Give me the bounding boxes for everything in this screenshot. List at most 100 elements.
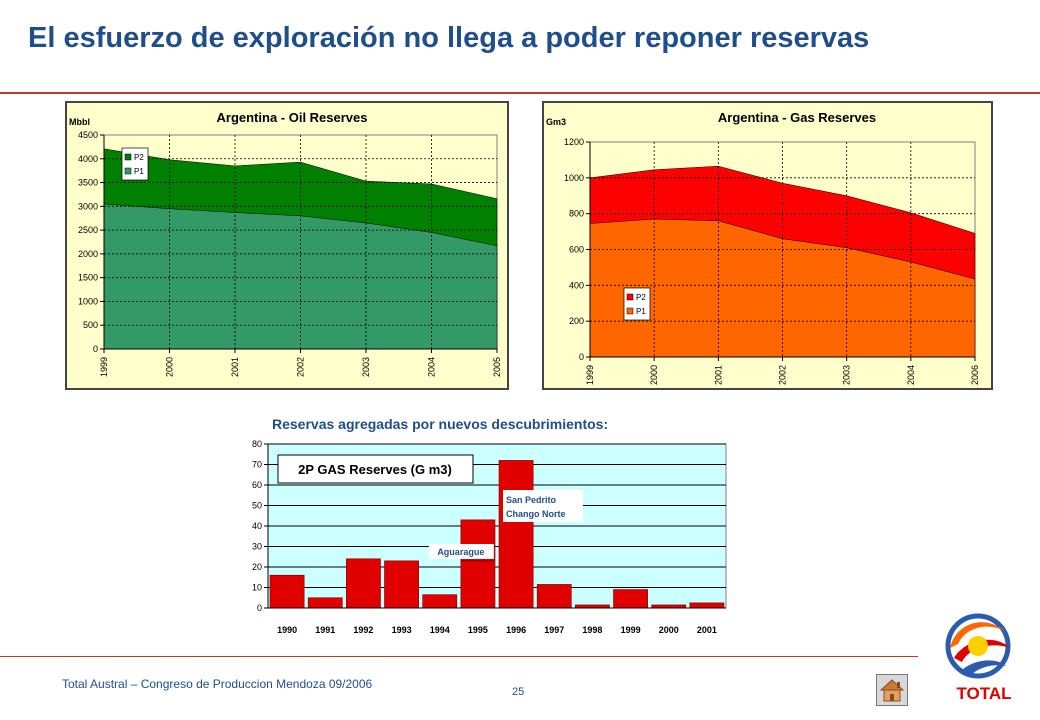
- bar: [498, 460, 534, 609]
- legend-box: [121, 147, 149, 181]
- y-tick-label: 70: [252, 460, 262, 470]
- x-tick-label: 1999: [621, 625, 641, 635]
- bar: [269, 574, 305, 609]
- bar: [689, 602, 725, 609]
- x-tick-label: 2001: [230, 357, 240, 377]
- footer-text: Total Austral – Congreso de Produccion M…: [62, 677, 373, 691]
- series-area-p1: [589, 218, 976, 358]
- total-logo-icon: TOTAL: [945, 613, 1012, 703]
- bar: [422, 594, 458, 609]
- y-tick-label: 500: [83, 320, 98, 330]
- y-tick-label: 1500: [78, 273, 98, 283]
- y-axis-label: Mbbl: [69, 117, 90, 127]
- annotation-box: [428, 544, 494, 559]
- y-tick-label: 2000: [78, 249, 98, 259]
- y-tick-label: 2500: [78, 225, 98, 235]
- bar: [346, 558, 381, 609]
- x-tick-label: 2001: [697, 625, 717, 635]
- chart-title: Argentina - Gas Reserves: [718, 110, 876, 125]
- y-tick-label: 4500: [78, 130, 98, 140]
- x-tick-label: 2003: [842, 365, 852, 385]
- annotation-discovery-2: Chango Norte: [506, 509, 566, 519]
- x-tick-label: 1992: [353, 625, 373, 635]
- y-tick-label: 30: [252, 542, 262, 552]
- bar: [460, 519, 496, 609]
- y-tick-label: 1200: [564, 137, 584, 147]
- legend-label-p2: P2: [636, 293, 646, 302]
- x-tick-label: 2006: [970, 365, 980, 385]
- x-tick-label: 2003: [361, 357, 371, 377]
- y-tick-label: 10: [252, 583, 262, 593]
- logo-text: TOTAL: [956, 684, 1011, 703]
- legend: P2 P1: [623, 287, 651, 321]
- y-tick-label: 200: [569, 316, 584, 326]
- y-tick-label: 0: [93, 344, 98, 354]
- gas-reserves-svg: Argentina - Gas Reserves Gm3 0 200 400 600 800…: [546, 110, 980, 385]
- x-tick-label: 2001: [713, 365, 723, 385]
- x-tick-label: 2002: [778, 365, 788, 385]
- y-tick-label: 1000: [564, 173, 584, 183]
- page-number: 25: [512, 686, 525, 698]
- x-tick-label: 1995: [468, 625, 488, 635]
- legend-swatch-p2: [626, 293, 634, 301]
- x-tick-label: 1997: [544, 625, 564, 635]
- legend-swatch-p2: [124, 153, 132, 161]
- bar: [536, 584, 572, 609]
- x-tick-label: 1996: [506, 625, 526, 635]
- x-tick-label: 1993: [392, 625, 412, 635]
- chart-title: 2P GAS Reserves (G m3): [298, 462, 452, 477]
- legend-box: [623, 287, 651, 321]
- x-tick-label: 2004: [427, 357, 437, 377]
- x-tick-label: 1999: [99, 357, 109, 377]
- title-box: [277, 454, 474, 484]
- x-tick-label: 1990: [277, 625, 297, 635]
- y-tick-label: 600: [569, 245, 584, 255]
- y-tick-label: 1000: [78, 296, 98, 306]
- bar: [307, 597, 343, 609]
- x-tick-label: 1998: [582, 625, 602, 635]
- legend-label-p1: P1: [134, 167, 144, 176]
- y-tick-label: 50: [252, 501, 262, 511]
- x-tick-label: 2004: [906, 365, 916, 385]
- y-tick-label: 0: [579, 352, 584, 362]
- x-tick-label: 2002: [296, 357, 306, 377]
- x-tick-label: 1999: [585, 365, 595, 385]
- legend-label-p2: P2: [134, 153, 144, 162]
- x-tick-label: 1991: [315, 625, 335, 635]
- y-tick-label: 3500: [78, 178, 98, 188]
- bar: [613, 589, 648, 609]
- home-icon[interactable]: [876, 674, 908, 706]
- y-tick-label: 400: [569, 280, 584, 290]
- y-tick-label: 800: [569, 209, 584, 219]
- x-tick-label: 2005: [492, 357, 502, 377]
- legend-label-p1: P1: [636, 307, 646, 316]
- x-tick-label: 1994: [430, 625, 450, 635]
- x-tick-label: 2000: [649, 365, 659, 385]
- annotation-aguarague: Aguarague: [437, 547, 484, 557]
- gas-reserves-chart: Argentina - Gas Reserves Gm3 0 200 400 600 800…: [542, 101, 993, 390]
- bar: [384, 560, 419, 609]
- oil-reserves-svg: Argentina - Oil Reserves Mbbl 0 500 1000 1500…: [69, 110, 502, 377]
- x-tick-label: 2000: [659, 625, 679, 635]
- annotation-box: [503, 490, 583, 522]
- chart-title-box: 2P GAS Reserves (G m3): [277, 454, 474, 484]
- y-axis-label: Gm3: [546, 117, 566, 127]
- title-divider: [0, 92, 1040, 94]
- y-tick-label: 0: [257, 603, 262, 613]
- legend-swatch-p1: [626, 307, 634, 315]
- chart-title: Argentina - Oil Reserves: [217, 110, 368, 125]
- discoveries-bar-chart: 0 10 20 30 40 50 60 70 80 1990 1991 1992 1993 1994 199…: [252, 439, 727, 635]
- y-tick-label: 40: [252, 521, 262, 531]
- footer-divider: [0, 656, 918, 657]
- oil-reserves-chart: Argentina - Oil Reserves Mbbl 0 500 1000 1500…: [65, 101, 509, 390]
- legend: P2 P1: [121, 147, 149, 181]
- y-tick-label: 20: [252, 562, 262, 572]
- y-tick-label: 60: [252, 480, 262, 490]
- y-tick-label: 80: [252, 439, 262, 449]
- total-logo: TOTAL: [940, 608, 1026, 708]
- discoveries-subtitle: Reservas agregadas por nuevos descubrimi…: [272, 416, 609, 432]
- y-tick-label: 3000: [78, 201, 98, 211]
- x-tick-label: 2000: [165, 357, 175, 377]
- y-tick-label: 4000: [78, 154, 98, 164]
- legend-swatch-p1: [124, 167, 132, 175]
